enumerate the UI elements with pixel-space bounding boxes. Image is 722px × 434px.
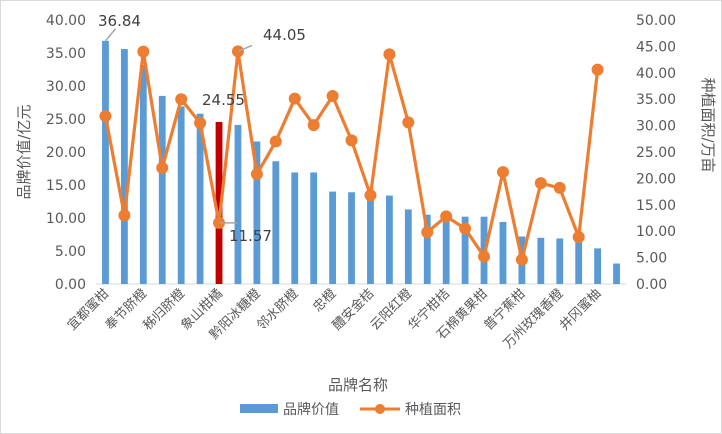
bar: [272, 161, 280, 284]
line-point: [440, 210, 453, 223]
line-point: [402, 116, 415, 129]
line-point: [156, 161, 169, 174]
bar: [575, 240, 583, 284]
left-tick-label: 10.00: [46, 211, 86, 227]
annotation-label: 44.05: [263, 26, 306, 44]
annotations: 36.84 24.55 11.57 44.05: [98, 12, 306, 245]
line-point: [383, 48, 396, 61]
line-point: [421, 226, 434, 239]
line-point: [478, 250, 491, 263]
bar: [102, 40, 109, 284]
x-axis-title: 品牌名称: [328, 376, 388, 394]
line-point: [553, 181, 566, 194]
line-point: [250, 168, 263, 181]
right-tick-label: 45.00: [636, 39, 676, 55]
right-axis-ticks: 0.00 5.00 10.00 15.00 20.00 25.00 30.00 35.00 40…: [636, 13, 676, 293]
annotation-leader: [237, 44, 253, 53]
left-tick-label: 20.00: [46, 145, 86, 161]
bar: [234, 124, 242, 284]
bar: [367, 192, 374, 284]
right-tick-label: 5.00: [636, 251, 667, 267]
legend-label-line: 种植面积: [405, 402, 461, 418]
right-tick-label: 35.00: [636, 92, 676, 108]
legend-swatch-bar: [240, 404, 278, 413]
legend-label-bar: 品牌价值: [283, 401, 339, 418]
right-tick-label: 50.00: [636, 13, 676, 29]
bar: [423, 214, 431, 284]
line-point: [534, 177, 547, 190]
bar: [215, 121, 223, 284]
left-tick-label: 30.00: [46, 79, 86, 95]
right-tick-label: 15.00: [636, 198, 676, 214]
bar: [461, 216, 469, 284]
left-tick-label: 25.00: [46, 112, 86, 128]
category-label: 邻水脐橙: [254, 286, 301, 333]
category-label: 井冈蜜柚: [557, 286, 604, 333]
line-point: [194, 116, 207, 129]
left-tick-label: 5.00: [55, 244, 86, 260]
line-point: [307, 119, 320, 132]
line-point: [459, 222, 472, 235]
line-point: [572, 231, 585, 244]
bar: [253, 141, 261, 284]
bar: [329, 191, 337, 284]
line-point: [269, 135, 282, 148]
annotation-label: 24.55: [202, 91, 245, 109]
bar: [499, 221, 507, 284]
right-tick-label: 10.00: [636, 224, 676, 240]
right-tick-label: 0.00: [636, 277, 667, 293]
line-point: [326, 90, 339, 103]
bar: [139, 64, 147, 284]
line-point: [364, 189, 377, 202]
bar-series: [102, 40, 620, 285]
bar: [442, 216, 450, 284]
line-point: [591, 63, 604, 76]
bar: [537, 237, 545, 284]
bar: [291, 172, 299, 284]
left-tick-label: 40.00: [46, 13, 86, 29]
right-tick-label: 40.00: [636, 66, 676, 82]
annotation-leader: [104, 28, 117, 42]
y-axis-title-right: 种植面积/万亩: [699, 77, 717, 172]
bar: [594, 248, 602, 284]
legend: 品牌价值 种植面积: [240, 401, 461, 418]
line-point: [137, 45, 150, 58]
left-tick-label: 0.00: [55, 277, 86, 293]
bar: [556, 238, 564, 284]
right-tick-label: 25.00: [636, 145, 676, 161]
y-axis-title-left: 品牌价值/亿元: [15, 104, 33, 199]
bar: [158, 95, 166, 285]
legend-swatch-marker: [375, 404, 385, 414]
bar: [348, 192, 355, 284]
bar: [177, 106, 185, 285]
line-point: [288, 92, 301, 105]
annotation-label: 11.57: [229, 227, 272, 245]
line-point: [515, 253, 528, 266]
left-axis-ticks: 0.00 5.00 10.00 15.00 20.00 25.00 30.00 35.00 40…: [46, 13, 86, 293]
bar: [404, 209, 412, 284]
annotation-label: 36.84: [98, 12, 141, 30]
right-tick-label: 30.00: [636, 119, 676, 135]
line-point: [175, 93, 188, 106]
left-tick-label: 35.00: [46, 46, 86, 62]
bar: [120, 49, 128, 284]
right-tick-label: 20.00: [636, 171, 676, 187]
line-point: [345, 134, 358, 147]
line-series: [99, 45, 604, 266]
bar: [196, 113, 204, 284]
category-label: 忠橙: [310, 286, 339, 315]
bar: [613, 263, 620, 284]
line-point: [496, 166, 509, 179]
left-tick-label: 15.00: [46, 178, 86, 194]
bar: [310, 172, 318, 284]
line-point: [99, 110, 112, 123]
bar: [385, 195, 393, 284]
line-point: [118, 209, 131, 222]
